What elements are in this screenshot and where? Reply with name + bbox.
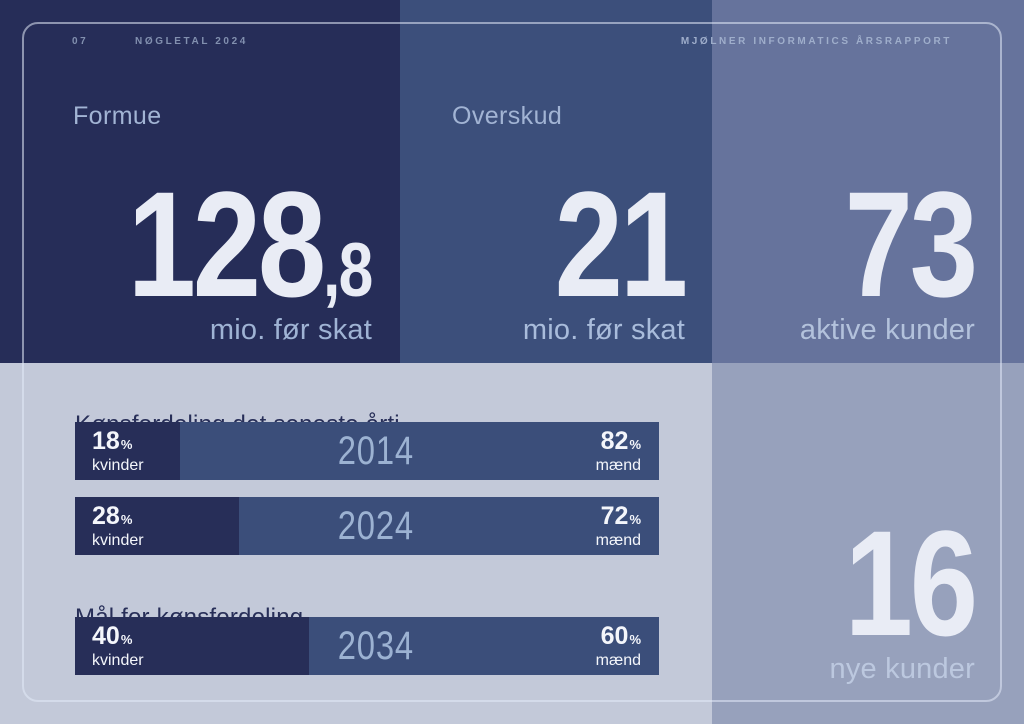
page-number: 07 — [72, 36, 89, 47]
overskud-panel: Overskud 21 mio. før skat — [400, 0, 712, 363]
year-label-2034: 2034 — [337, 623, 414, 668]
overskud-label: Overskud — [452, 101, 563, 130]
percent-sign: % — [120, 511, 133, 527]
percent-sign: % — [120, 631, 133, 647]
women-segment-2014 — [75, 422, 181, 480]
aktive-kunder-stat: 73 aktive kunder — [799, 160, 979, 347]
formue-panel: Formue 128,8 mio. før skat — [0, 0, 400, 363]
formue-caption: mio. før skat — [209, 314, 372, 347]
percent-sign: % — [120, 436, 133, 452]
aktive-kunder-panel: 73 aktive kunder — [712, 0, 1024, 363]
formue-value-int: 128 — [127, 160, 327, 329]
percent-sign: % — [629, 511, 641, 527]
year-label-2014: 2014 — [337, 428, 414, 473]
men-stat-2014: 82% mænd — [596, 422, 641, 480]
year-label-2024: 2024 — [337, 503, 414, 548]
overskud-value: 21 — [554, 160, 689, 329]
women-segment-2034 — [75, 617, 309, 675]
women-pct-2034: 40 — [92, 621, 120, 650]
women-pct-2014: 18 — [92, 426, 120, 455]
overskud-stat: 21 mio. før skat — [522, 160, 689, 347]
section-title-meta: NØGLETAL 2024 — [135, 36, 248, 47]
formue-value: 128,8 — [74, 169, 374, 319]
men-word-2014: mænd — [595, 456, 641, 474]
formue-value-decimal: ,8 — [323, 228, 373, 314]
gender-bar-2024: 2024 28% kvinder 72% mænd — [75, 497, 659, 555]
men-stat-2034: 60% mænd — [596, 617, 641, 675]
percent-sign: % — [629, 631, 641, 647]
women-segment-2024 — [75, 497, 239, 555]
men-word-2034: mænd — [595, 651, 641, 669]
women-word-2024: kvinder — [92, 531, 144, 549]
formue-stat: 128,8 mio. før skat — [74, 169, 374, 347]
report-title-meta: MJØLNER INFORMATICS ÅRSRAPPORT — [680, 36, 952, 47]
gender-bar-2014: 2014 18% kvinder 82% mænd — [75, 422, 659, 480]
overskud-caption: mio. før skat — [522, 314, 685, 347]
aktive-kunder-caption: aktive kunder — [799, 314, 975, 347]
nye-kunder-caption: nye kunder — [829, 653, 975, 686]
nye-kunder-panel: 16 nye kunder — [712, 363, 1024, 724]
women-pct-2024: 28 — [92, 501, 120, 530]
formue-label: Formue — [73, 101, 162, 130]
aktive-kunder-value: 73 — [844, 160, 979, 329]
men-pct-2034: 60 — [600, 621, 629, 650]
men-stat-2024: 72% mænd — [596, 497, 641, 555]
women-word-2014: kvinder — [92, 456, 144, 474]
women-word-2034: kvinder — [92, 651, 144, 669]
percent-sign: % — [629, 436, 641, 452]
men-word-2024: mænd — [595, 531, 641, 549]
nye-kunder-value: 16 — [844, 499, 979, 668]
women-stat-2014: 18% kvinder — [92, 422, 144, 480]
gender-bar-2034: 2034 40% kvinder 60% mænd — [75, 617, 659, 675]
men-pct-2014: 82 — [600, 426, 629, 455]
women-stat-2034: 40% kvinder — [92, 617, 144, 675]
nye-kunder-stat: 16 nye kunder — [816, 499, 979, 686]
women-stat-2024: 28% kvinder — [92, 497, 144, 555]
men-pct-2024: 72 — [600, 501, 629, 530]
